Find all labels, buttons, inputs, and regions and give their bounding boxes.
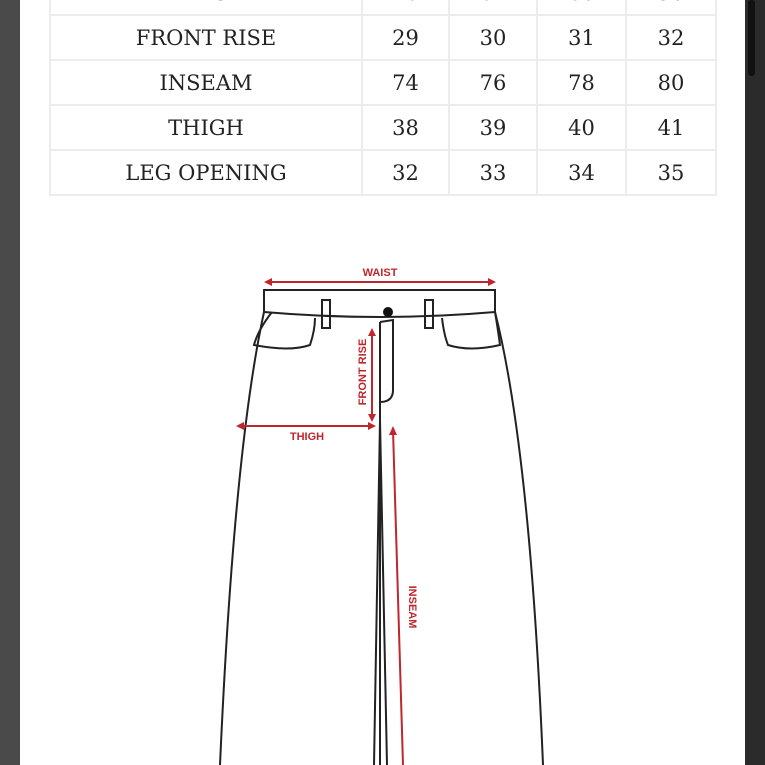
- size-value: 35: [625, 149, 717, 196]
- size-chart-table: WAIST78828690FRONT RISE29303132INSEAM747…: [49, 0, 717, 196]
- size-value: 78: [361, 0, 450, 16]
- size-value: 80: [625, 59, 717, 106]
- size-value: 29: [361, 14, 450, 61]
- left-pocket: [252, 311, 316, 350]
- size-value: 78: [536, 59, 627, 106]
- table-row: LEG OPENING 32 33 34 35: [49, 149, 717, 196]
- fly: [379, 318, 394, 765]
- size-value: 30: [448, 14, 538, 61]
- waistband: [263, 289, 496, 318]
- inseam-label: INSEAM: [406, 586, 418, 629]
- size-value: 39: [448, 104, 538, 151]
- scrollbar-thumb[interactable]: [748, 0, 755, 76]
- size-value: 41: [625, 104, 717, 151]
- size-value: 32: [361, 149, 450, 196]
- size-value: 74: [361, 59, 450, 106]
- front-rise-label: FRONT RISE: [357, 339, 369, 406]
- waist-label: WAIST: [363, 267, 398, 279]
- pants-diagram: WAIST THIGH FRONT RISE INSEAM: [219, 267, 544, 765]
- row-label: FRONT RISE: [49, 14, 363, 61]
- pants-outline: [219, 311, 544, 765]
- table-row: INSEAM 74 76 78 80: [49, 59, 717, 106]
- size-value: 32: [625, 14, 717, 61]
- scrollbar[interactable]: [745, 0, 765, 765]
- size-value: 86: [536, 0, 627, 16]
- size-value: 90: [625, 0, 717, 16]
- size-value: 82: [448, 0, 538, 16]
- size-value: 31: [536, 14, 627, 61]
- row-label: THIGH: [49, 104, 363, 151]
- size-value: 76: [448, 59, 538, 106]
- table-row: WAIST78828690: [49, 0, 717, 16]
- thigh-label: THIGH: [290, 431, 324, 443]
- size-value: 38: [361, 104, 450, 151]
- right-pocket: [441, 311, 502, 350]
- row-label: WAIST: [49, 0, 363, 16]
- size-value: 40: [536, 104, 627, 151]
- table-row: FRONT RISE 29 30 31 32: [49, 14, 717, 61]
- size-value: 34: [536, 149, 627, 196]
- table-row: THIGH 38 39 40 41: [49, 104, 717, 151]
- row-label: INSEAM: [49, 59, 363, 106]
- page: WAIST78828690FRONT RISE29303132INSEAM747…: [20, 0, 745, 765]
- size-value: 33: [448, 149, 538, 196]
- row-label: LEG OPENING: [49, 149, 363, 196]
